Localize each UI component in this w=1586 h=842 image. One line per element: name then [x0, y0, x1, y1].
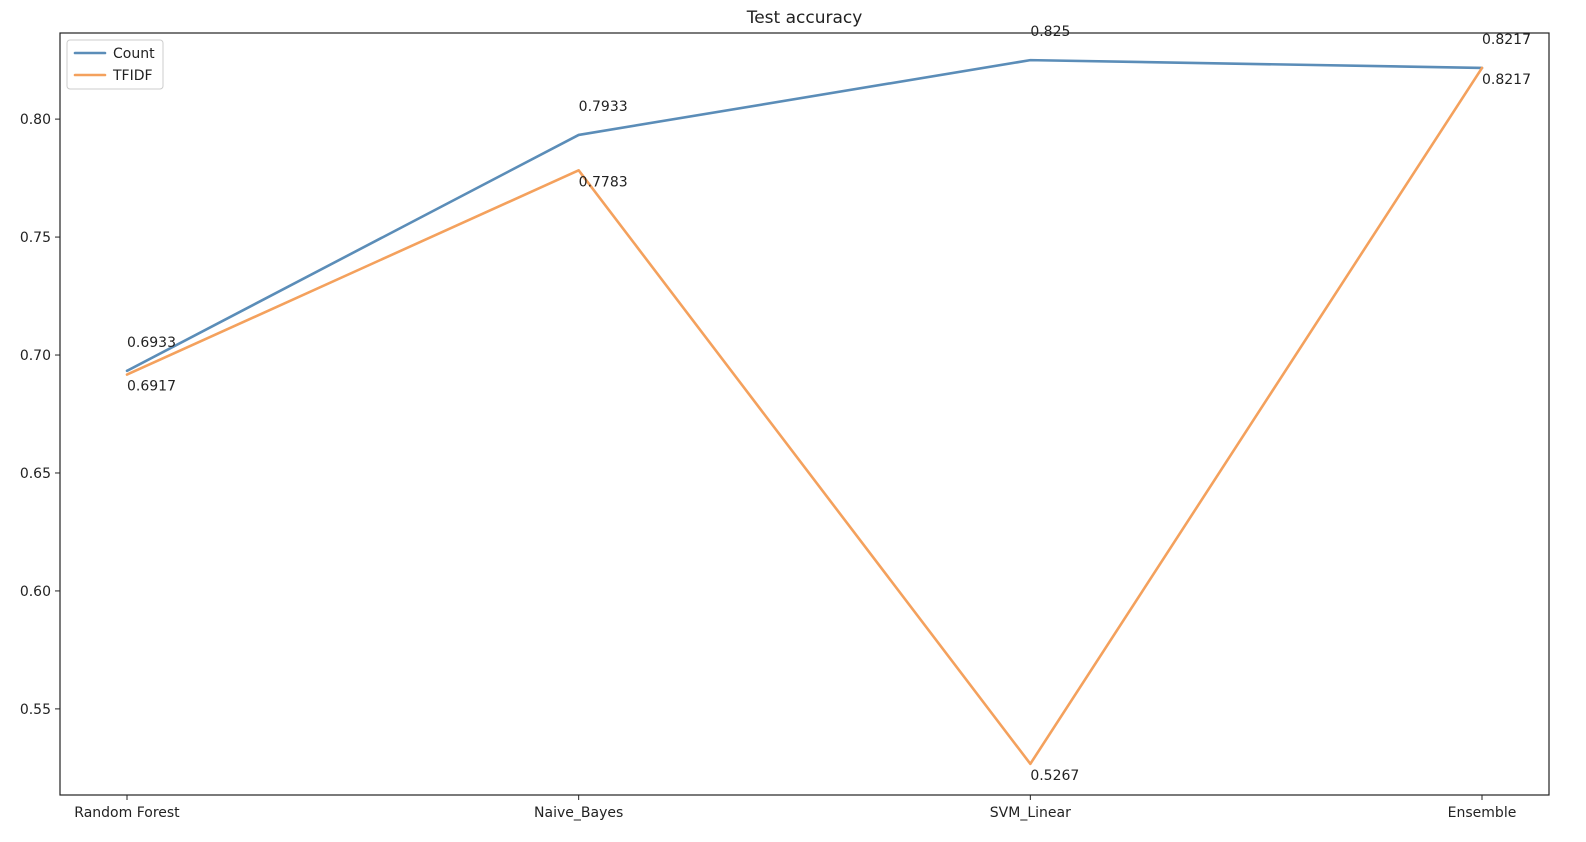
y-tick-label: 0.65 — [20, 466, 51, 482]
data-label-tfidf: 0.8217 — [1482, 72, 1531, 88]
legend: Count TFIDF — [66, 39, 164, 90]
data-labels: 0.6933 0.7933 0.825 0.8217 0.6917 0.7783 0.526… — [127, 24, 1531, 784]
axes-frame — [59, 32, 1550, 796]
data-label-count: 0.825 — [1030, 24, 1070, 40]
x-axis: Random Forest Naive_Bayes SVM_Linear Ensemb… — [74, 795, 1516, 821]
y-tick-label: 0.55 — [20, 702, 51, 718]
y-tick-label: 0.60 — [20, 584, 51, 600]
series-line-count — [125, 58, 1484, 373]
data-label-count: 0.7933 — [579, 99, 628, 115]
x-tick-label: Ensemble — [1448, 805, 1517, 821]
y-axis: 0.55 0.60 0.65 0.70 0.75 0.80 — [20, 112, 60, 718]
x-tick-label: Naive_Bayes — [534, 805, 623, 821]
data-label-tfidf: 0.6917 — [127, 379, 176, 395]
x-tick-label: Random Forest — [74, 805, 180, 821]
series-layer — [125, 58, 1484, 766]
series-line-tfidf — [125, 66, 1484, 766]
legend-label-tfidf: TFIDF — [112, 68, 153, 84]
legend-label-count: Count — [113, 46, 155, 62]
data-label-count: 0.6933 — [127, 335, 176, 351]
chart-title: Test accuracy — [746, 8, 863, 28]
data-label-tfidf: 0.5267 — [1030, 768, 1079, 784]
data-label-count: 0.8217 — [1482, 32, 1531, 48]
y-tick-label: 0.80 — [20, 112, 51, 128]
data-label-tfidf: 0.7783 — [579, 174, 628, 190]
y-tick-label: 0.75 — [20, 230, 51, 246]
y-tick-label: 0.70 — [20, 348, 51, 364]
x-tick-label: SVM_Linear — [990, 805, 1071, 821]
